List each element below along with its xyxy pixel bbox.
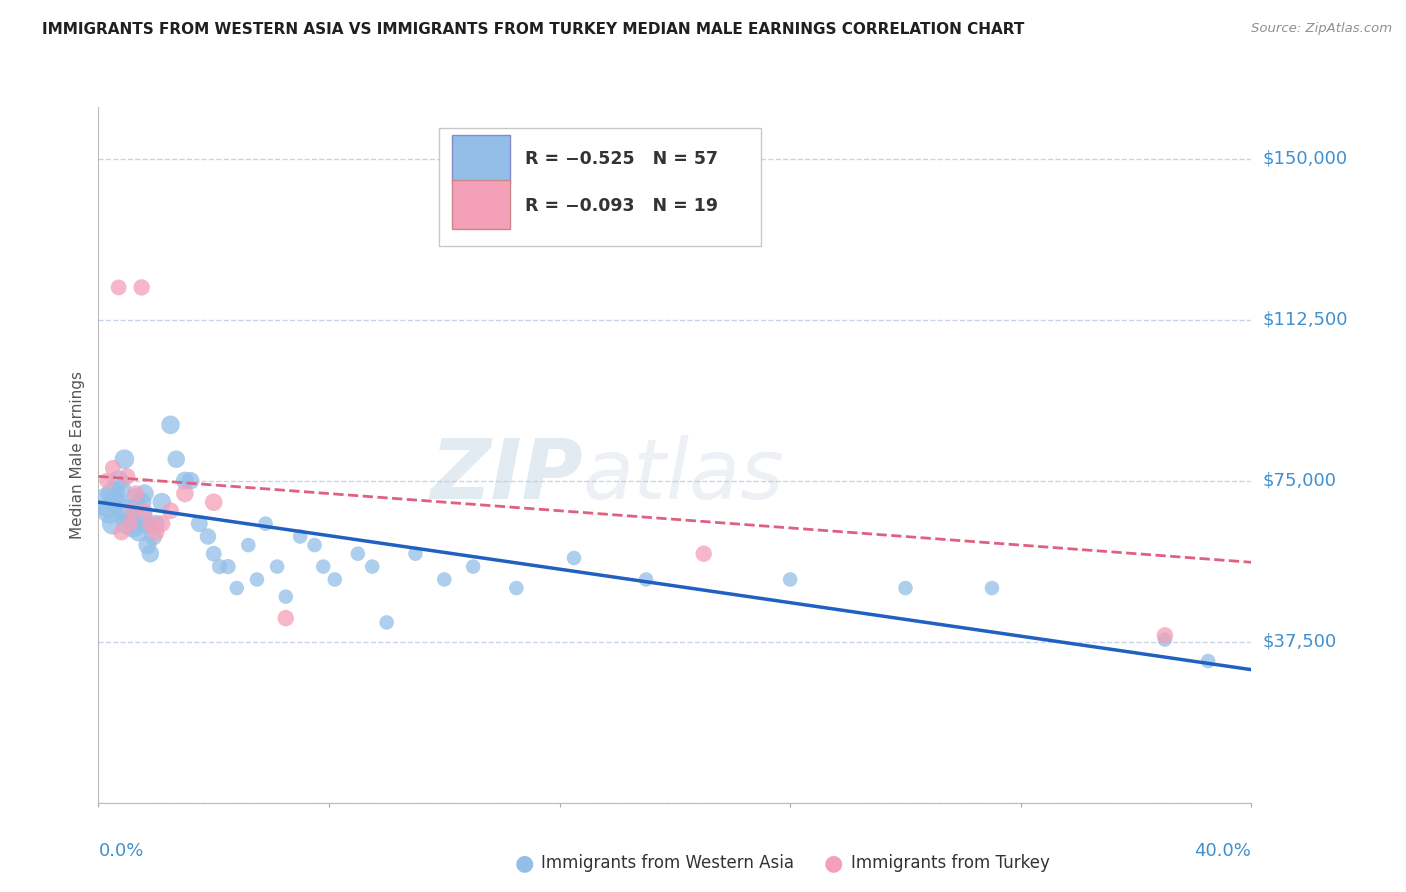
Point <box>405 547 427 561</box>
Text: ZIP: ZIP <box>430 435 582 516</box>
Point <box>246 573 269 587</box>
Point <box>134 516 156 531</box>
Point <box>125 491 148 505</box>
Point <box>104 495 127 509</box>
FancyBboxPatch shape <box>453 180 510 228</box>
Point <box>208 559 231 574</box>
Point <box>346 547 368 561</box>
Point <box>693 547 716 561</box>
Point <box>128 525 150 540</box>
Point <box>107 474 129 488</box>
Text: ●: ● <box>824 854 844 873</box>
Point <box>1197 654 1219 668</box>
Point <box>174 474 197 488</box>
Point <box>312 559 335 574</box>
Point <box>274 611 297 625</box>
Point <box>125 500 148 514</box>
Point <box>375 615 398 630</box>
Point <box>304 538 326 552</box>
Point <box>101 516 124 531</box>
Point <box>110 483 132 497</box>
Point <box>150 516 173 531</box>
Point <box>145 525 167 540</box>
Point <box>101 460 124 475</box>
Point <box>159 417 181 432</box>
Point <box>122 504 145 518</box>
Point <box>134 486 156 500</box>
Point <box>433 573 456 587</box>
Text: $75,000: $75,000 <box>1263 472 1337 490</box>
Point <box>323 573 346 587</box>
Point <box>225 581 247 595</box>
Text: 0.0%: 0.0% <box>98 842 143 860</box>
FancyBboxPatch shape <box>453 135 510 184</box>
Text: Immigrants from Western Asia: Immigrants from Western Asia <box>541 855 794 872</box>
Point <box>274 590 297 604</box>
Point <box>266 559 288 574</box>
Point <box>254 516 277 531</box>
Text: R = −0.525   N = 57: R = −0.525 N = 57 <box>524 150 718 169</box>
Point <box>96 495 118 509</box>
Point <box>131 280 153 294</box>
Point <box>981 581 1004 595</box>
Text: ●: ● <box>515 854 534 873</box>
Point <box>110 525 132 540</box>
Point <box>779 573 801 587</box>
Point <box>117 504 138 518</box>
Point <box>174 486 197 500</box>
Point <box>1153 628 1175 642</box>
Point <box>1153 632 1175 647</box>
Point <box>188 516 211 531</box>
Point <box>290 529 312 543</box>
Point <box>238 538 260 552</box>
Text: $150,000: $150,000 <box>1263 150 1347 168</box>
Point <box>136 538 159 552</box>
Point <box>139 547 162 561</box>
Point <box>112 452 135 467</box>
Point <box>122 521 145 535</box>
Point <box>98 504 121 518</box>
Point <box>505 581 527 595</box>
Text: IMMIGRANTS FROM WESTERN ASIA VS IMMIGRANTS FROM TURKEY MEDIAN MALE EARNINGS CORR: IMMIGRANTS FROM WESTERN ASIA VS IMMIGRAN… <box>42 22 1025 37</box>
Text: 40.0%: 40.0% <box>1195 842 1251 860</box>
Y-axis label: Median Male Earnings: Median Male Earnings <box>70 371 86 539</box>
Point <box>117 469 138 483</box>
Point <box>361 559 384 574</box>
Point <box>134 504 156 518</box>
Point <box>120 516 142 531</box>
Point <box>180 474 202 488</box>
Text: R = −0.093   N = 19: R = −0.093 N = 19 <box>524 197 718 215</box>
Point <box>142 529 165 543</box>
Point <box>894 581 917 595</box>
Point <box>562 551 585 566</box>
Point <box>131 508 153 522</box>
Point <box>636 573 658 587</box>
Text: Source: ZipAtlas.com: Source: ZipAtlas.com <box>1251 22 1392 36</box>
Point <box>145 516 167 531</box>
Text: $112,500: $112,500 <box>1263 310 1348 328</box>
Text: atlas: atlas <box>582 435 785 516</box>
Point <box>125 486 148 500</box>
Text: Immigrants from Turkey: Immigrants from Turkey <box>851 855 1049 872</box>
Point <box>159 504 181 518</box>
Point <box>139 516 162 531</box>
Point <box>150 495 173 509</box>
Point <box>131 495 153 509</box>
Point <box>101 486 124 500</box>
Point <box>96 474 118 488</box>
Point <box>217 559 239 574</box>
Point <box>202 495 225 509</box>
Text: $37,500: $37,500 <box>1263 632 1337 651</box>
Point <box>107 280 129 294</box>
Point <box>197 529 219 543</box>
Point <box>120 512 142 526</box>
Point <box>202 547 225 561</box>
Point <box>165 452 187 467</box>
Point <box>117 516 138 531</box>
FancyBboxPatch shape <box>439 128 762 246</box>
Point <box>461 559 484 574</box>
